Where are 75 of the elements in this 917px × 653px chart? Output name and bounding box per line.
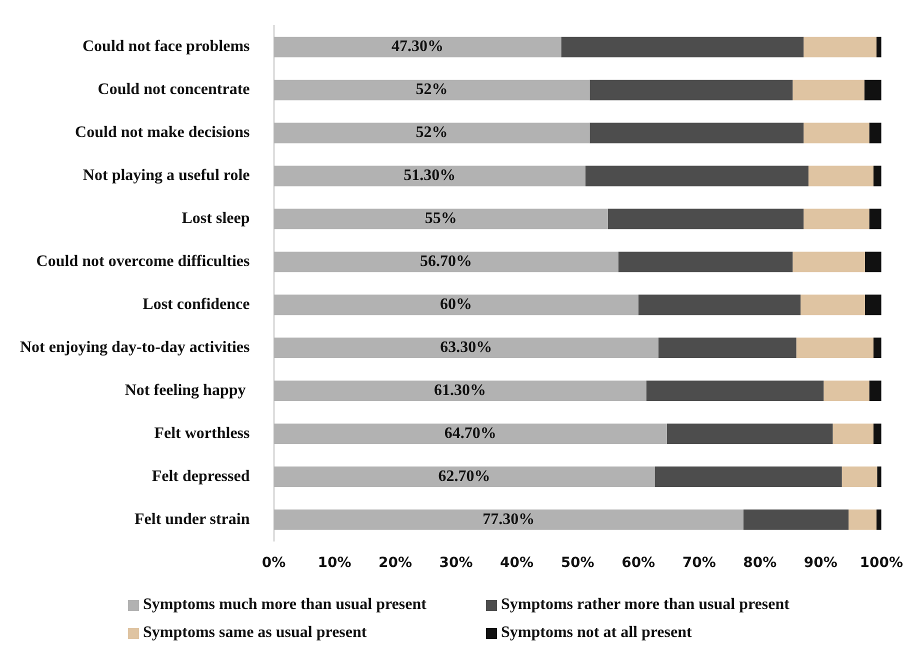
data-label: 60% [440, 296, 472, 314]
bar [824, 380, 870, 402]
legend-label: Symptoms much more than usual present [143, 596, 426, 614]
data-label: 64.70% [444, 424, 496, 442]
data-label: 47.30% [391, 38, 444, 56]
bar [561, 36, 804, 58]
data-label: 61.30% [434, 382, 486, 399]
legend-label: Symptoms not at all present [501, 624, 692, 642]
bar [646, 380, 824, 402]
bar [832, 424, 874, 444]
bar [876, 36, 882, 58]
data-label: 77.30% [482, 510, 535, 528]
y-tick-label: Could not make decisions [75, 124, 250, 142]
bar [869, 380, 882, 402]
x-tick-label: 70% [682, 555, 716, 572]
y-tick-label: Lost sleep [182, 210, 250, 228]
y-tick-label: Felt depressed [152, 468, 250, 485]
bar [808, 166, 874, 186]
bar [666, 424, 833, 444]
y-tick-label: Could not overcome difficulties [36, 253, 250, 270]
bar [877, 466, 882, 487]
x-tick-label: 80% [743, 555, 777, 572]
bar [848, 510, 877, 530]
bar [876, 510, 882, 530]
x-tick-label: 90% [804, 555, 838, 572]
bar [590, 122, 804, 144]
bar [864, 80, 882, 100]
data-label: 63.30% [440, 338, 492, 356]
bar [804, 122, 870, 144]
bar [869, 208, 882, 230]
bar [608, 208, 804, 230]
legend-label: Symptoms rather more than usual present [501, 596, 790, 614]
bar [638, 294, 801, 316]
bar [864, 294, 882, 316]
bar [873, 424, 882, 444]
bar [796, 338, 874, 358]
bar [864, 252, 882, 272]
bar [585, 166, 808, 186]
bar [743, 510, 849, 530]
bar [654, 466, 842, 487]
bar [658, 338, 796, 358]
x-tick-label: 0% [262, 555, 286, 572]
bar [873, 166, 882, 186]
y-tick-label: Could not concentrate [98, 81, 250, 98]
x-tick-label: 10% [318, 555, 352, 572]
x-tick-label: 20% [378, 555, 412, 572]
bar [800, 294, 865, 316]
data-label: 55% [424, 210, 457, 228]
data-label: 62.70% [438, 468, 490, 485]
x-tick-label: 30% [439, 555, 473, 572]
bar [869, 122, 882, 144]
x-tick-label: 60% [622, 555, 656, 572]
x-tick-label: 50% [560, 555, 594, 572]
y-tick-label: Felt under strain [134, 510, 250, 528]
data-label: 52% [416, 124, 448, 142]
data-label: 56.70% [420, 253, 472, 270]
bar [618, 252, 793, 272]
y-tick-label: Lost confidence [142, 296, 250, 314]
bar [804, 36, 877, 58]
y-tick-label: Not playing a useful role [82, 167, 250, 184]
x-tick-label: 100% [860, 555, 904, 572]
y-tick-label: Not enjoying day-to-day activities [20, 338, 250, 356]
data-label: 51.30% [404, 167, 456, 184]
bar [873, 338, 882, 358]
y-tick-label: Felt worthless [154, 424, 250, 442]
y-tick-label: Not feeling happy [124, 382, 250, 399]
data-label: 52% [416, 81, 448, 98]
bar [792, 252, 865, 272]
legend-label: Symptoms same as usual present [143, 624, 367, 642]
bar [804, 208, 870, 230]
bar [842, 466, 878, 487]
x-tick-label: 40% [500, 555, 534, 572]
bar [590, 80, 793, 100]
bar [792, 80, 864, 100]
y-tick-label: Could not face problems [82, 38, 250, 56]
